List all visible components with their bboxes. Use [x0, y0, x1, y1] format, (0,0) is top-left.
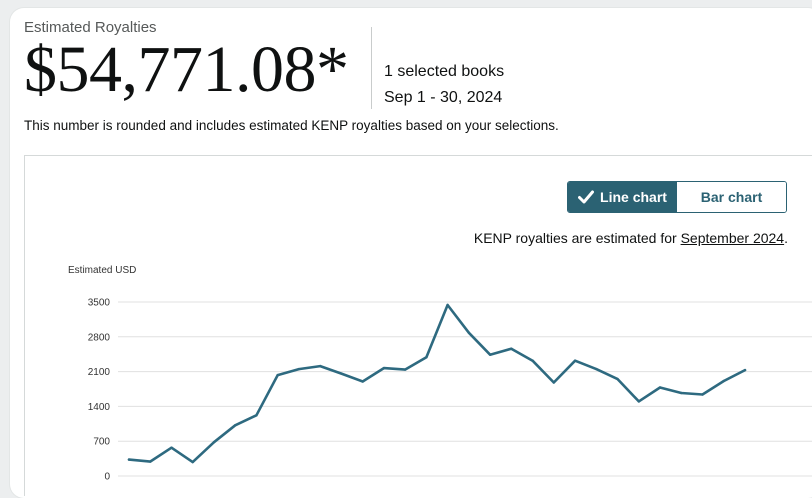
data-point	[616, 377, 619, 381]
selected-books-count: 1 selected books	[384, 63, 505, 80]
data-point	[680, 391, 683, 395]
data-point	[531, 359, 534, 362]
data-point	[255, 414, 258, 417]
data-point	[701, 393, 704, 396]
data-point	[276, 373, 279, 377]
data-point	[658, 386, 662, 389]
header-divider	[371, 27, 372, 109]
y-tick-label: 3500	[88, 298, 111, 309]
data-point	[319, 364, 322, 368]
data-point	[170, 446, 173, 449]
estimated-royalties-label: Estimated Royalties	[24, 19, 157, 36]
royalties-amount: $54,771.08*	[24, 33, 349, 106]
data-point	[743, 368, 747, 372]
royalties-line-chart: Estimated USD 0 700 1400 2100 2800 3500	[68, 265, 812, 483]
data-point	[403, 368, 407, 371]
line-chart-label: Line chart	[600, 189, 667, 205]
y-tick-label: 2100	[88, 367, 111, 378]
data-point	[595, 367, 598, 371]
data-point	[149, 460, 152, 463]
kenp-month-link[interactable]: September 2024	[680, 230, 785, 246]
bar-chart-label: Bar chart	[700, 189, 763, 205]
data-point	[212, 441, 216, 444]
kenp-note: KENP royalties are estimated for Septemb…	[474, 230, 788, 246]
rounding-note: This number is rounded and includes esti…	[24, 118, 559, 133]
data-point	[637, 400, 640, 403]
data-point	[510, 347, 513, 350]
data-point	[234, 424, 237, 427]
line-chart-button[interactable]: Line chart	[568, 182, 677, 212]
kenp-note-prefix: KENP royalties are estimated for	[473, 230, 681, 246]
chart-type-toggle: Line chart Bar chart	[567, 181, 787, 213]
data-point	[467, 331, 471, 334]
y-tick-label: 700	[93, 437, 110, 448]
data-point	[127, 458, 131, 461]
data-point	[446, 303, 449, 307]
y-tick-label: 2800	[88, 332, 111, 343]
data-point	[573, 359, 577, 362]
data-point	[552, 381, 555, 384]
y-tick-label: 0	[104, 472, 110, 483]
bar-chart-button[interactable]: Bar chart	[677, 182, 786, 212]
checkmark-icon	[578, 190, 595, 204]
date-range: Sep 1 - 30, 2024	[384, 89, 503, 106]
data-point	[382, 366, 386, 370]
data-point	[722, 379, 725, 383]
data-point	[361, 380, 364, 383]
data-point	[297, 367, 301, 371]
y-tick-label: 1400	[88, 402, 111, 413]
data-point	[425, 356, 428, 359]
data-point	[191, 460, 194, 464]
kenp-note-suffix: .	[784, 230, 788, 246]
series-line	[127, 303, 747, 464]
y-axis-title: Estimated USD	[68, 265, 136, 276]
data-point	[340, 372, 343, 375]
data-point	[488, 353, 492, 356]
